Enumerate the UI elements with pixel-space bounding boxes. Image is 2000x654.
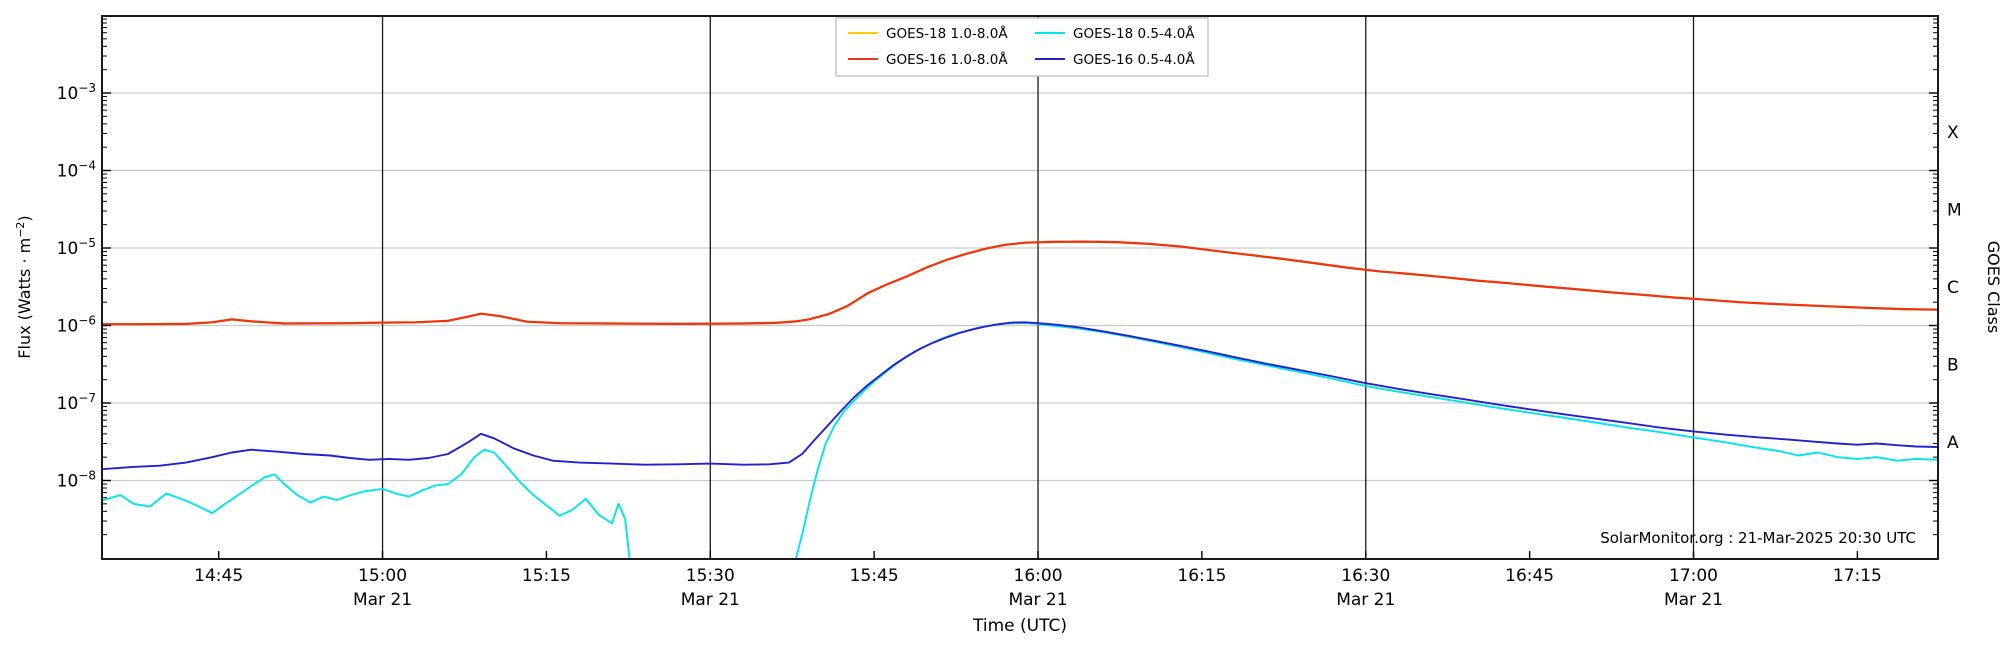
x-tick-label: 14:45 xyxy=(194,566,243,586)
legend-entry-label: GOES-16 1.0-8.0Å xyxy=(886,51,1008,68)
y-tick-label: 10−6 xyxy=(57,314,96,337)
watermark-annotation: SolarMonitor.org : 21-Mar-2025 20:30 UTC xyxy=(1600,529,1916,547)
series-line-goes-16-short xyxy=(102,321,1938,471)
x-tick-label: 15:30 xyxy=(686,566,735,586)
x-tick-date-label: Mar 21 xyxy=(1664,590,1723,610)
goes-class-letter: X xyxy=(1947,123,1959,143)
legend-entry-label: GOES-18 0.5-4.0Å xyxy=(1073,25,1195,42)
x-tick-label: 15:15 xyxy=(522,566,571,586)
x-tick-date-label: Mar 21 xyxy=(1336,590,1395,610)
y-tick-label: 10−3 xyxy=(57,81,96,104)
y-tick-label: 10−4 xyxy=(57,159,96,182)
y-tick-label: 10−7 xyxy=(57,391,96,414)
x-tick-label: 17:15 xyxy=(1833,566,1882,586)
right-axis-label: GOES Class xyxy=(1984,241,2000,333)
x-tick-label: 16:15 xyxy=(1177,566,1226,586)
legend-box xyxy=(835,17,1209,77)
plot-frame xyxy=(101,15,1939,560)
x-axis-label: Time (UTC) xyxy=(972,616,1067,636)
y-tick-label: 10−8 xyxy=(57,469,96,492)
goes-class-letter: A xyxy=(1947,433,1959,453)
series-line-goes-16-long xyxy=(102,240,1938,326)
y-axis-label: Flux (Watts · m−2) xyxy=(14,215,34,358)
x-tick-date-label: Mar 21 xyxy=(1008,590,1067,610)
x-tick-label: 17:00 xyxy=(1669,566,1718,586)
goes-class-letter: C xyxy=(1947,278,1959,298)
series-line-goes-18-long xyxy=(102,240,1938,326)
legend-entry-label: GOES-16 0.5-4.0Å xyxy=(1073,51,1195,68)
x-tick-date-label: Mar 21 xyxy=(353,590,412,610)
legend-entry-label: GOES-18 1.0-8.0Å xyxy=(886,25,1008,42)
x-tick-label: 16:45 xyxy=(1505,566,1554,586)
goes-class-letter: M xyxy=(1947,200,1962,220)
x-tick-label: 15:45 xyxy=(850,566,899,586)
x-tick-label: 16:30 xyxy=(1341,566,1390,586)
x-tick-label: 16:00 xyxy=(1014,566,1063,586)
series-line-goes-18-short xyxy=(102,448,631,559)
y-tick-label: 10−5 xyxy=(57,236,96,259)
series-line-goes-18-short xyxy=(794,321,1938,559)
goes-class-letter: B xyxy=(1947,355,1959,375)
x-tick-label: 15:00 xyxy=(358,566,407,586)
x-tick-date-label: Mar 21 xyxy=(681,590,740,610)
